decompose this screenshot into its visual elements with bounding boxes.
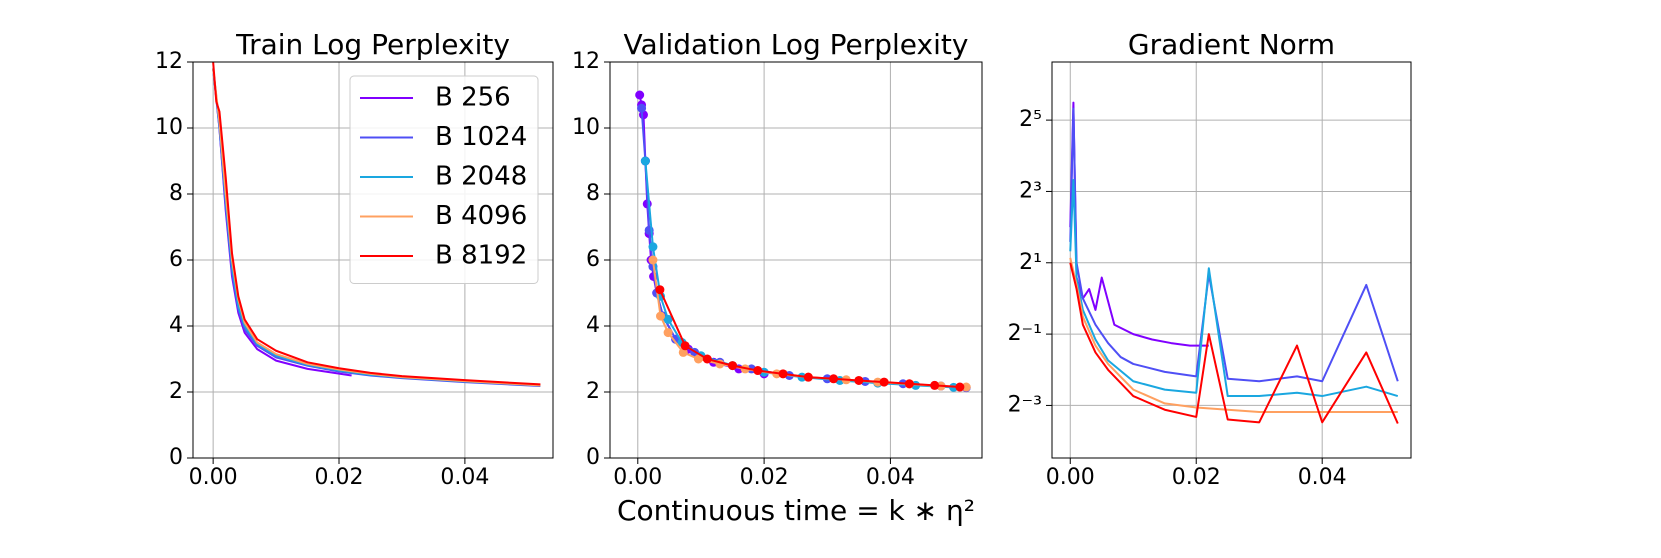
point <box>728 361 738 371</box>
series-line <box>651 259 967 389</box>
x-tick-label: 0.00 <box>1046 465 1095 490</box>
series-line <box>1069 178 1399 398</box>
y-tick-label: 10 <box>572 115 600 140</box>
point <box>635 90 645 100</box>
panel: Validation Log Perplexity 0.00 0.02 0.04 0 2 4… <box>572 28 983 527</box>
y-tick-label: 12 <box>572 49 600 74</box>
point <box>637 103 647 113</box>
x-tick-label: 0.00 <box>613 465 662 490</box>
y-tick-label: 8 <box>169 181 183 206</box>
y-tick-label: 2 <box>586 379 600 404</box>
legend-box <box>349 75 539 284</box>
series-line <box>1069 101 1209 347</box>
x-tick-label: 0.04 <box>440 465 489 490</box>
chart-title: Train Log Perplexity <box>235 28 510 61</box>
series-line <box>658 289 960 389</box>
series-line <box>1069 262 1399 424</box>
y-tick-label: 6 <box>169 247 183 272</box>
point <box>693 354 703 364</box>
point <box>648 255 658 265</box>
point <box>663 314 673 324</box>
series-line <box>212 61 541 386</box>
point <box>961 382 971 392</box>
y-tick-label: 2³ <box>1019 178 1042 203</box>
x-tick-label: 0.00 <box>189 465 238 490</box>
y-tick-label: 0 <box>169 445 183 470</box>
y-tick-label: 2⁻³ <box>1008 392 1042 417</box>
y-tick-label: 2¹ <box>1019 250 1042 275</box>
y-tick-label: 6 <box>586 247 600 272</box>
point <box>879 377 889 387</box>
point <box>753 366 763 376</box>
legend: B 256 B 1024 B 2048 B 4096 B 8192 <box>349 75 539 284</box>
series-line <box>638 94 765 375</box>
point <box>803 372 813 382</box>
y-tick-label: 0 <box>586 445 600 470</box>
x-tick-label: 0.02 <box>740 465 789 490</box>
legend-label: B 2048 <box>435 162 527 192</box>
chart-title: Validation Log Perplexity <box>624 28 969 61</box>
series-line <box>1069 257 1398 414</box>
point <box>955 382 965 392</box>
point <box>930 380 940 390</box>
x-tick-label: 0.02 <box>1172 465 1221 490</box>
point <box>648 242 658 252</box>
panel: Gradient Norm 0.00 0.02 0.04 2⁻³ 2⁻¹ 2¹ 2³ 2⁵ <box>1008 28 1412 490</box>
point <box>829 374 839 384</box>
point <box>640 156 650 166</box>
axes-frame <box>192 61 554 459</box>
point <box>778 369 788 379</box>
y-tick-label: 4 <box>586 313 600 338</box>
point <box>702 354 712 364</box>
y-tick-label: 8 <box>586 181 600 206</box>
x-axis-label: Continuous time = k ∗ η² <box>617 494 975 527</box>
series-line <box>1069 107 1399 383</box>
point <box>680 341 690 351</box>
y-tick-label: 12 <box>155 49 183 74</box>
axes-frame <box>1051 61 1412 459</box>
point <box>663 328 673 338</box>
y-tick-label: 2⁵ <box>1019 107 1042 132</box>
axes-frame <box>609 61 983 459</box>
y-tick-label: 2⁻¹ <box>1008 321 1042 346</box>
x-tick-label: 0.02 <box>315 465 364 490</box>
x-tick-label: 0.04 <box>1298 465 1347 490</box>
legend-label: B 1024 <box>435 122 527 152</box>
legend-label: B 8192 <box>435 241 527 271</box>
x-tick-label: 0.04 <box>866 465 915 490</box>
point <box>904 379 914 389</box>
legend-label: B 4096 <box>435 201 527 231</box>
legend-label: B 256 <box>435 83 511 113</box>
y-tick-label: 4 <box>169 313 183 338</box>
y-tick-label: 2 <box>169 379 183 404</box>
series-line <box>212 68 352 377</box>
panel: Train Log Perplexity 0.00 0.02 0.04 0 2 4 6 8 10 1… <box>155 28 554 490</box>
point <box>656 311 666 321</box>
point <box>854 375 864 385</box>
y-tick-label: 10 <box>155 115 183 140</box>
point <box>655 285 665 295</box>
chart-title: Gradient Norm <box>1128 28 1335 61</box>
